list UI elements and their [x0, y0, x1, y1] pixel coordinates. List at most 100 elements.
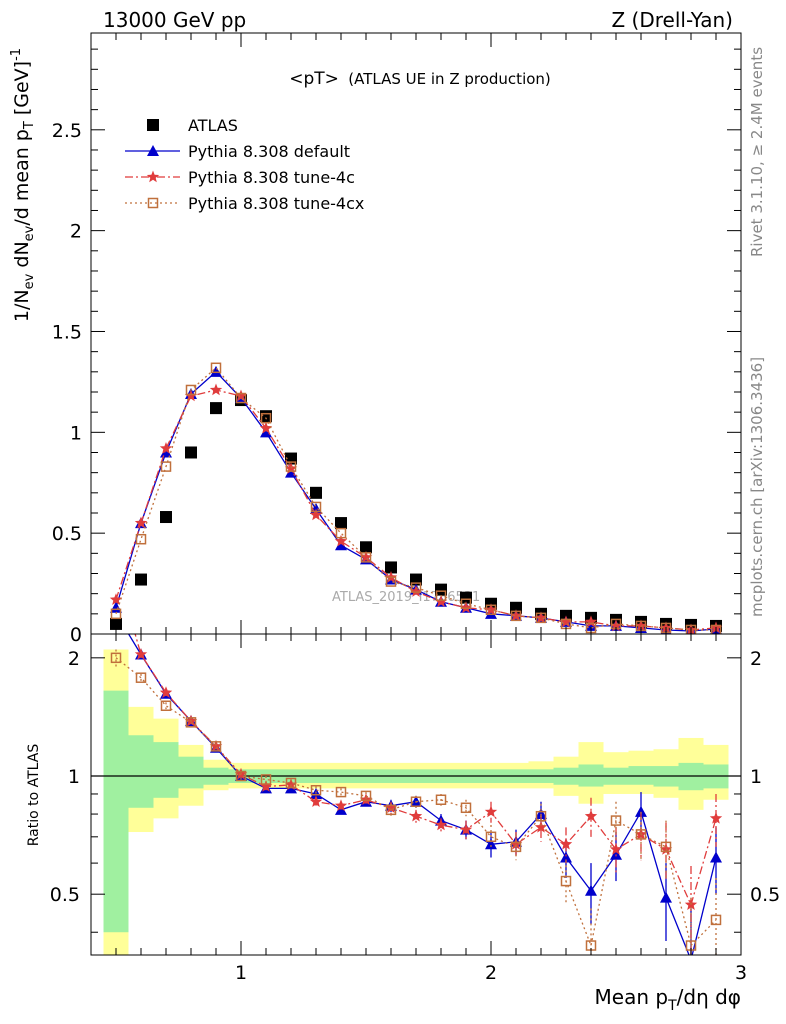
data-point	[359, 550, 373, 563]
data-point	[484, 603, 498, 616]
ratio-point	[110, 652, 122, 664]
ratio-y-tick-label-right: 0.5	[750, 884, 780, 906]
ratio-point	[559, 837, 573, 850]
y-tick-label: 1.5	[52, 321, 82, 343]
ratio-axes: 0.5 0.5 1 1 2 2 1 2 3	[50, 634, 780, 984]
y-tick-label: 0	[70, 624, 82, 646]
ratio-series-open-square	[110, 649, 722, 955]
ratio-point	[535, 810, 547, 822]
ratio-point	[334, 799, 348, 811]
main-y-label: 1/Nev dNev/d mean pT [GeV]-1	[9, 48, 37, 322]
data-point	[310, 501, 322, 513]
data-point	[435, 590, 447, 601]
legend-entry: Pythia 8.308 default	[125, 142, 350, 161]
data-point	[260, 412, 272, 424]
ratio-point	[260, 774, 272, 785]
data-point	[209, 383, 223, 396]
chart-title-line: <pT> (ATLAS UE in Z production)	[289, 69, 551, 89]
ratio-point	[510, 841, 522, 853]
ratio-point	[385, 804, 397, 816]
ratio-point	[535, 808, 547, 820]
header-left: 13000 GeV pp	[103, 8, 246, 32]
data-point	[260, 426, 272, 438]
ratio-y-tick-label: 0.5	[50, 884, 80, 906]
watermark: ATLAS_2019_I1736531	[332, 590, 480, 605]
ratio-point	[235, 770, 247, 782]
data-point	[685, 624, 697, 634]
ratio-point	[709, 811, 723, 824]
data-point	[134, 516, 148, 529]
data-point	[235, 392, 247, 404]
data-point	[210, 365, 222, 377]
data-point	[335, 517, 347, 530]
data-point	[435, 583, 447, 596]
header-right: Z (Drell-Yan)	[611, 8, 733, 32]
data-point	[509, 609, 523, 622]
data-point	[135, 533, 147, 545]
ratio-point	[660, 841, 672, 853]
ratio-point	[410, 796, 422, 807]
ratio-point	[360, 790, 372, 802]
data-point	[285, 461, 297, 472]
ratio-point	[309, 795, 323, 807]
data-point	[185, 446, 197, 459]
data-point	[310, 486, 322, 499]
ratio-point	[409, 809, 423, 822]
stat-band	[103, 690, 129, 933]
main-panel: ATLAS_2019_I1736531 0 0.5 1 1.5 2 2.5 <pT> (A…	[9, 32, 742, 646]
data-point	[535, 612, 547, 624]
ratio-point	[209, 739, 223, 752]
data-point	[110, 617, 122, 630]
ratio-point	[310, 784, 322, 796]
data-point	[159, 442, 173, 454]
data-point	[335, 527, 347, 539]
ratio-point	[484, 805, 498, 818]
data-point	[609, 619, 623, 632]
stat-band	[178, 756, 204, 789]
ratio-point	[710, 914, 722, 926]
ratio-point	[434, 818, 448, 831]
legend-marker	[146, 170, 160, 183]
ratio-point	[259, 780, 273, 792]
main-axes: 0 0.5 1 1.5 2 2.5	[52, 33, 742, 646]
legend: ATLAS Pythia 8.308 default Pythia 8.308 tu…	[125, 116, 364, 213]
data-point	[259, 421, 273, 434]
y-tick-label: 2.5	[52, 120, 82, 142]
data-point	[634, 619, 648, 632]
data-point	[410, 582, 422, 593]
x-tick-label: 2	[485, 962, 497, 984]
data-point	[584, 615, 598, 628]
ratio-point	[285, 777, 297, 789]
ratio-point	[335, 786, 347, 798]
ratio-line	[115, 657, 717, 948]
legend-label: Pythia 8.308 default	[188, 142, 350, 161]
data-point	[210, 362, 222, 374]
ratio-point	[635, 805, 647, 817]
ratio-point	[585, 884, 597, 896]
data-point	[585, 619, 597, 631]
data-point	[510, 610, 522, 622]
rivet-label: Rivet 3.1.10, ≥ 2.4M events	[748, 47, 766, 257]
ratio-point	[584, 809, 598, 822]
data-point	[409, 585, 423, 597]
legend-entry: Pythia 8.308 tune-4cx	[125, 194, 364, 213]
ratio-point	[635, 829, 647, 840]
ratio-point	[185, 717, 197, 728]
stat-band	[153, 742, 179, 798]
ratio-point	[560, 875, 572, 887]
y-tick-label: 0.5	[52, 523, 82, 545]
ratio-point	[359, 793, 373, 805]
data-point	[109, 593, 123, 605]
mcplots-label: mcplots.cern.ch [arXiv:1306.3436]	[748, 357, 766, 617]
y-tick-label: 1	[70, 422, 82, 444]
ratio-point	[509, 837, 523, 850]
ratio-point	[609, 843, 623, 855]
ratio-point	[134, 648, 148, 660]
ratio-point	[160, 700, 172, 711]
data-point	[185, 384, 197, 396]
data-point	[160, 446, 172, 458]
ratio-y-label: Ratio to ATLAS	[26, 744, 42, 847]
ratio-line	[134, 634, 717, 907]
legend-label: Pythia 8.308 tune-4cx	[188, 194, 364, 213]
